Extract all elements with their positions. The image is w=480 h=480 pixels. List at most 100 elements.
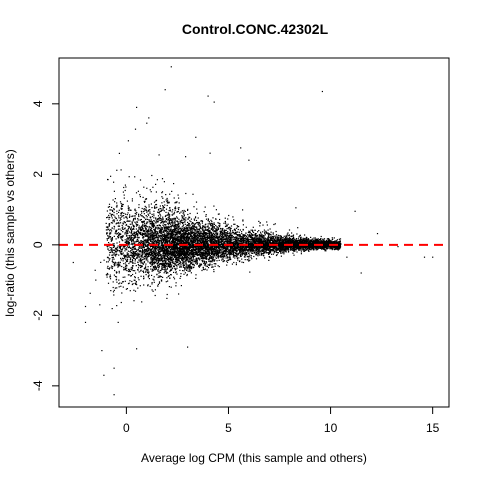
data-point — [109, 258, 110, 259]
data-point — [236, 228, 237, 229]
data-point — [158, 277, 159, 278]
data-point — [151, 283, 152, 284]
data-point — [150, 240, 151, 241]
data-point — [240, 229, 241, 230]
data-point — [175, 285, 176, 286]
data-point — [114, 191, 115, 192]
data-point — [296, 233, 297, 234]
data-point — [267, 224, 268, 225]
data-point — [112, 308, 113, 309]
data-point — [217, 222, 218, 223]
data-point — [203, 257, 204, 258]
data-point — [189, 255, 190, 256]
data-point — [160, 237, 161, 238]
data-point — [153, 291, 154, 292]
data-point — [158, 273, 159, 274]
data-point — [108, 215, 109, 216]
data-point — [222, 254, 223, 255]
data-point — [136, 250, 137, 251]
data-point — [155, 184, 156, 185]
data-point — [127, 259, 128, 260]
data-point — [153, 217, 154, 218]
data-point — [123, 277, 124, 278]
data-point — [126, 221, 127, 222]
data-point — [161, 192, 162, 193]
data-point — [113, 208, 114, 209]
data-point — [273, 236, 274, 237]
data-point — [241, 231, 242, 232]
data-point — [129, 280, 130, 281]
data-point — [147, 260, 148, 261]
data-point — [237, 260, 238, 261]
data-point — [167, 200, 168, 201]
data-point — [109, 254, 110, 255]
data-point — [107, 240, 108, 241]
data-point — [142, 250, 143, 251]
data-point — [118, 215, 119, 216]
data-point — [244, 249, 245, 250]
data-point — [130, 228, 131, 229]
data-point — [175, 210, 176, 211]
data-point — [178, 264, 179, 265]
data-point — [143, 250, 144, 251]
data-point — [141, 211, 142, 212]
data-point — [118, 222, 119, 223]
data-point — [144, 208, 145, 209]
data-point — [283, 252, 284, 253]
data-point — [169, 233, 170, 234]
data-point — [162, 217, 163, 218]
data-point — [264, 257, 265, 258]
data-point — [155, 295, 156, 296]
data-point — [273, 254, 274, 255]
data-point — [142, 257, 143, 258]
data-point — [116, 170, 117, 171]
data-point — [188, 271, 189, 272]
data-point — [185, 226, 186, 227]
data-point — [193, 232, 194, 233]
data-point — [213, 271, 214, 272]
data-point — [129, 237, 130, 238]
data-point — [289, 229, 290, 230]
data-point — [220, 255, 221, 256]
data-point — [188, 257, 189, 258]
data-point — [187, 209, 188, 210]
data-point — [132, 222, 133, 223]
data-point — [145, 266, 146, 267]
data-point — [227, 231, 228, 232]
data-point — [174, 278, 175, 279]
data-point — [189, 220, 190, 221]
data-point — [150, 189, 151, 190]
data-point — [127, 214, 128, 215]
data-point — [281, 256, 282, 257]
data-point — [315, 237, 316, 238]
data-point — [114, 252, 115, 253]
data-point — [293, 255, 294, 256]
data-point — [169, 227, 170, 228]
data-point — [253, 256, 254, 257]
data-point — [143, 211, 144, 212]
data-point — [180, 278, 181, 279]
data-point — [208, 267, 209, 268]
data-point — [109, 230, 110, 231]
data-point — [149, 227, 150, 228]
data-point — [214, 263, 215, 264]
data-point — [155, 289, 156, 290]
data-point — [123, 229, 124, 230]
data-point — [154, 202, 155, 203]
data-point — [118, 217, 119, 218]
data-point — [135, 213, 136, 214]
data-point — [150, 269, 151, 270]
data-point — [124, 277, 125, 278]
data-point — [185, 220, 186, 221]
data-point — [130, 290, 131, 291]
data-point — [183, 267, 184, 268]
data-point — [159, 241, 160, 242]
data-point — [180, 230, 181, 231]
data-point — [200, 224, 201, 225]
data-point — [176, 228, 177, 229]
data-point — [113, 281, 114, 282]
data-point — [144, 213, 145, 214]
data-point — [143, 259, 144, 260]
data-point — [202, 258, 203, 259]
data-point — [113, 199, 114, 200]
